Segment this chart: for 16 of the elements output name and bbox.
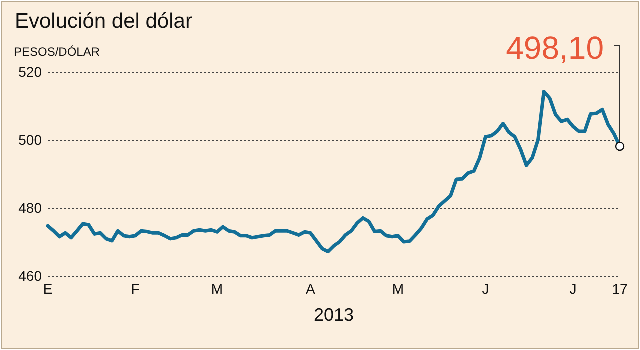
x-tick-label: M [392, 281, 404, 297]
x-axis-title: 2013 [314, 305, 354, 325]
x-tick-label: 17 [612, 281, 628, 297]
y-tick-label: 460 [18, 268, 42, 284]
x-tick-label: E [43, 281, 53, 297]
chart-title: Evolución del dólar [15, 10, 192, 33]
y-tick-label: 520 [18, 64, 42, 80]
y-axis-title: PESOS/DÓLAR [14, 45, 100, 59]
y-tick-label: 480 [18, 200, 42, 216]
y-tick-label: 500 [18, 132, 42, 148]
annotation: 498,10 [506, 30, 604, 66]
x-tick-label: J [570, 281, 577, 297]
x-tick-label: M [211, 281, 224, 297]
x-tick-label: A [306, 281, 316, 297]
x-tick-label: J [482, 281, 490, 297]
x-tick-label: F [131, 281, 140, 297]
